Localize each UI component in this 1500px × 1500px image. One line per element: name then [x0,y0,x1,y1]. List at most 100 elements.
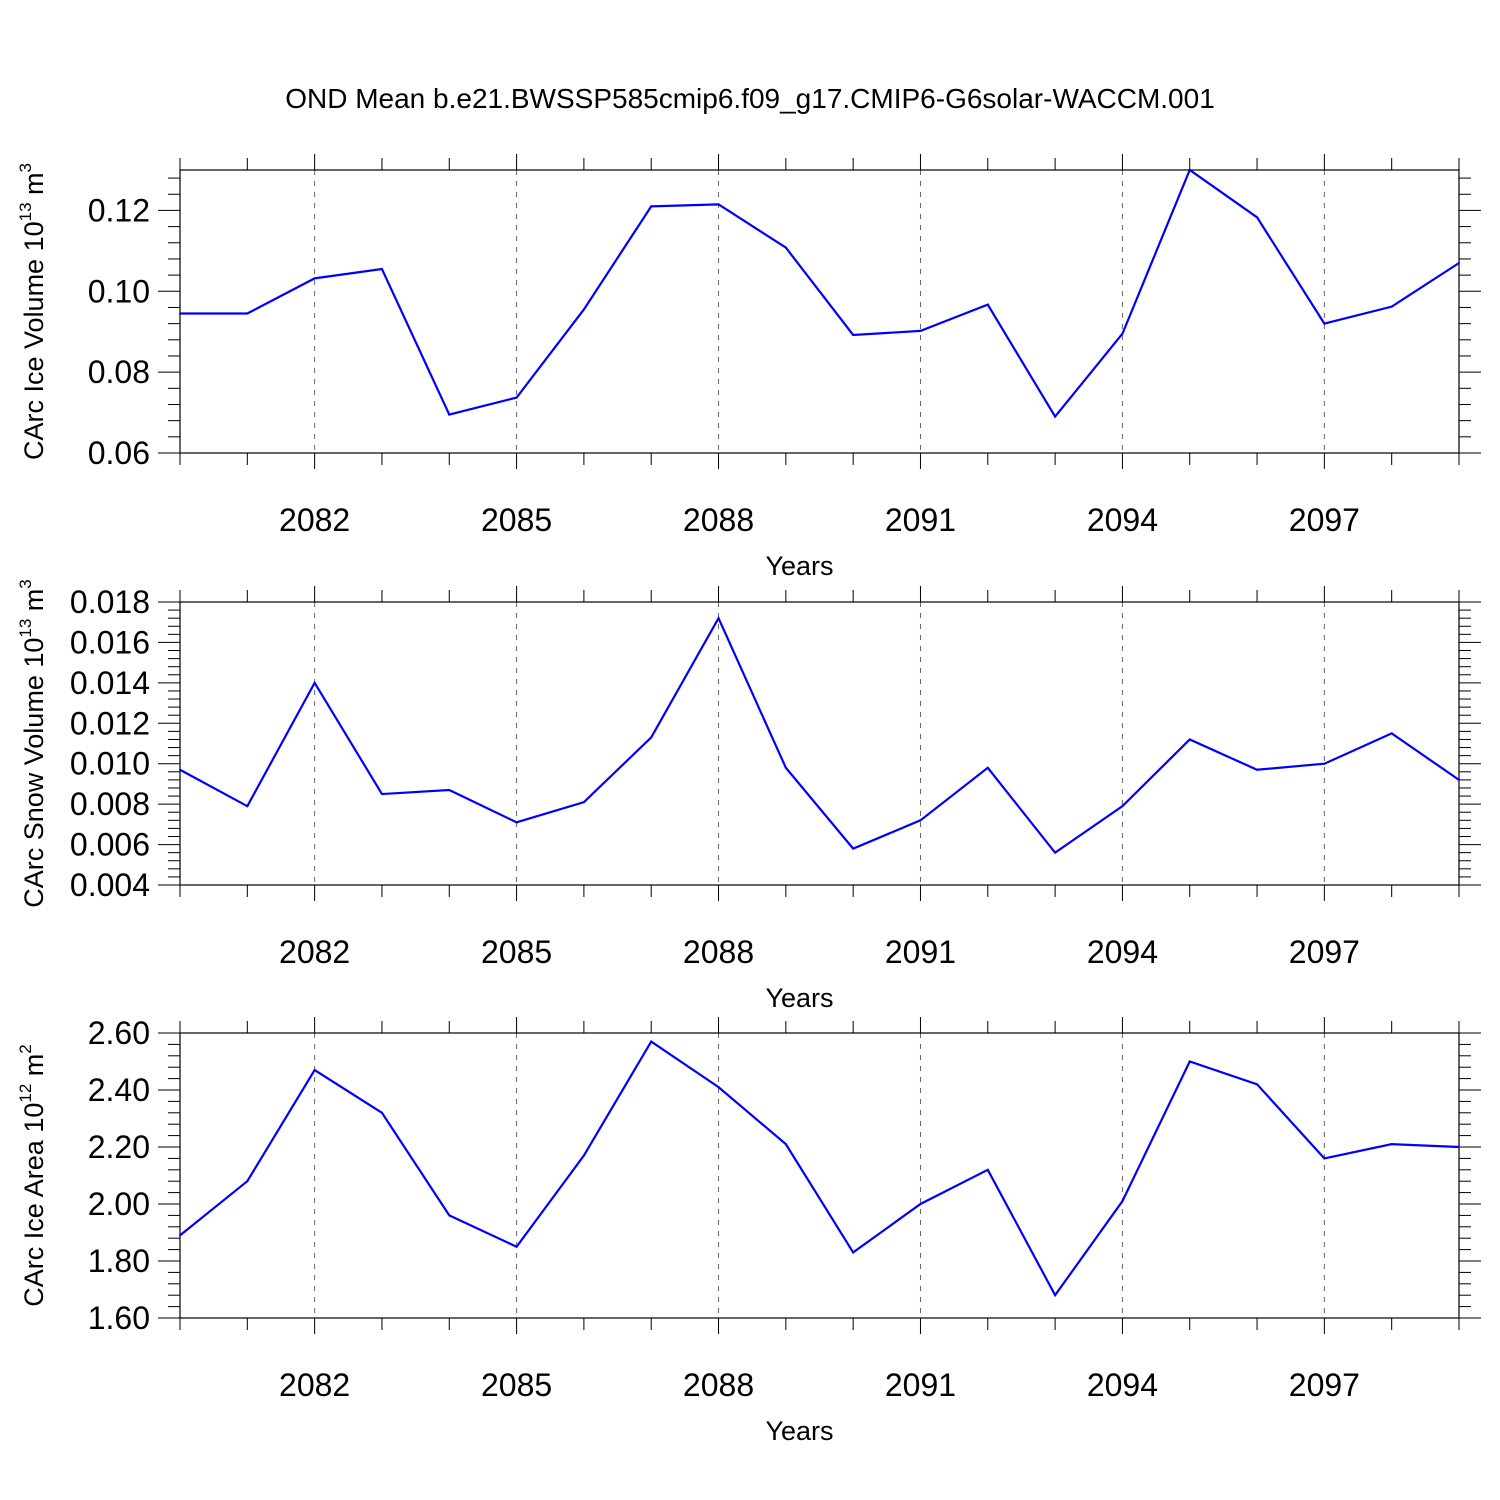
data-point-2090 [852,333,855,336]
y-tick-label: 0.014 [70,665,150,701]
data-point-2092 [986,1168,989,1171]
data-point-2098 [1390,305,1393,308]
data-point-2096 [1256,1083,1259,1086]
x-tick-label: 2091 [885,934,956,970]
panels: 2082 2085 2088 2091 2094 2097 0.06 0.08 0.10 0.12… [16,154,1481,1446]
y-axis-label-unit-exponent: 2 [16,1044,35,1053]
data-point-2083 [380,793,383,796]
series-line [180,168,1460,419]
data-point-2091 [919,329,922,332]
data-point-2091 [919,819,922,822]
y-axis-label-unit: m [19,589,49,619]
y-axis-label: CArc Snow Volume 1013 m3 [16,579,49,908]
data-point-2080 [179,1234,181,1237]
data-point-2092 [986,766,989,769]
y-axis-label: CArc Ice Area 1012 m2 [16,1044,49,1307]
x-axis-label: Years [765,983,833,1013]
y-axis-label-exponent: 12 [16,1084,35,1103]
data-point-2081 [246,1180,249,1183]
data-point-2086 [582,801,585,804]
data-point-2087 [650,1040,653,1043]
x-axis-label: Years [765,1416,833,1446]
plot-frame [179,169,1460,454]
data-point-2095 [1188,1060,1191,1063]
data-point-2094 [1121,332,1124,335]
y-tick-label: 0.016 [70,624,150,660]
data-point-2093 [1054,415,1057,418]
y-tick-label: 2.40 [88,1072,150,1108]
y-axis-label-unit-exponent: 3 [16,163,35,172]
data-point-2090 [852,847,855,850]
y-tick-label: 0.06 [88,435,150,471]
data-point-2092 [986,303,989,306]
data-point-2086 [582,308,585,311]
data-point-2086 [582,1154,585,1157]
data-point-2093 [1054,851,1057,854]
y-tick-label: 2.00 [88,1186,150,1222]
x-tick-label: 2088 [683,1367,754,1403]
panel-3: 2082 2085 2088 2091 2094 2097 1.60 1.80 2.00 2.20… [16,1015,1481,1446]
data-point-2083 [380,268,383,271]
x-tick-label: 2085 [481,502,552,538]
x-tick-label: 2094 [1087,1367,1158,1403]
panel-2: 2082 2085 2088 2091 2094 2097 0.004 0.006 0.008 0… [16,579,1481,1013]
data-point-2080 [179,312,181,315]
x-tick-label: 2082 [279,502,350,538]
data-point-2094 [1121,1200,1124,1203]
data-point-2081 [246,312,249,315]
data-point-2096 [1256,768,1259,771]
y-axis-label-exponent: 13 [16,619,35,638]
data-point-2085 [515,821,518,824]
y-tick-label: 1.80 [88,1243,150,1279]
x-tick-label: 2097 [1289,1367,1360,1403]
series-line [179,615,1460,855]
x-tick-label: 2094 [1087,934,1158,970]
data-point-2088 [717,617,720,620]
y-tick-label: 2.60 [88,1015,150,1051]
y-axis-label-unit-exponent: 3 [16,579,35,588]
data-point-2080 [179,768,181,771]
y-tick-label: 0.006 [70,827,150,863]
y-tick-label: 0.004 [70,867,150,903]
data-point-2088 [717,1086,720,1089]
y-axis-label-main: CArc Ice Area 10 [19,1103,49,1307]
plot-frame [179,1032,1460,1319]
x-tick-label: 2097 [1289,502,1360,538]
series-line [179,1039,1460,1298]
y-tick-label: 2.20 [88,1129,150,1165]
data-point-2093 [1054,1294,1057,1297]
data-point-2081 [246,805,249,808]
x-tick-label: 2097 [1289,934,1360,970]
y-tick-label: 0.08 [88,354,150,390]
x-tick-label: 2088 [683,934,754,970]
x-axis-label: Years [765,551,833,581]
data-point-2085 [515,1245,518,1248]
data-point-2082 [313,277,316,280]
y-tick-label: 0.12 [88,192,150,228]
x-tick-label: 2091 [885,1367,956,1403]
data-point-2099 [1458,261,1460,264]
data-point-2089 [784,1143,787,1146]
x-tick-label: 2091 [885,502,956,538]
x-tick-label: 2082 [279,934,350,970]
y-axis-label-main: CArc Snow Volume 10 [19,638,49,908]
data-point-2089 [784,246,787,249]
data-point-2088 [717,203,720,206]
y-tick-label: 0.10 [88,273,150,309]
y-tick-label: 0.008 [70,786,150,822]
y-axis-label-unit: m [19,1054,49,1084]
data-point-2084 [448,413,451,416]
data-point-2082 [313,681,316,684]
data-point-2082 [313,1069,316,1072]
data-point-2085 [515,396,518,399]
x-tick-label: 2085 [481,934,552,970]
data-point-2087 [650,736,653,739]
y-axis-label: CArc Ice Volume 1013 m3 [16,163,49,460]
plot-frame [179,601,1460,886]
data-point-2090 [852,1251,855,1254]
x-tick-label: 2082 [279,1367,350,1403]
x-tick-label: 2085 [481,1367,552,1403]
data-point-2097 [1323,1157,1326,1160]
data-point-2089 [784,766,787,769]
